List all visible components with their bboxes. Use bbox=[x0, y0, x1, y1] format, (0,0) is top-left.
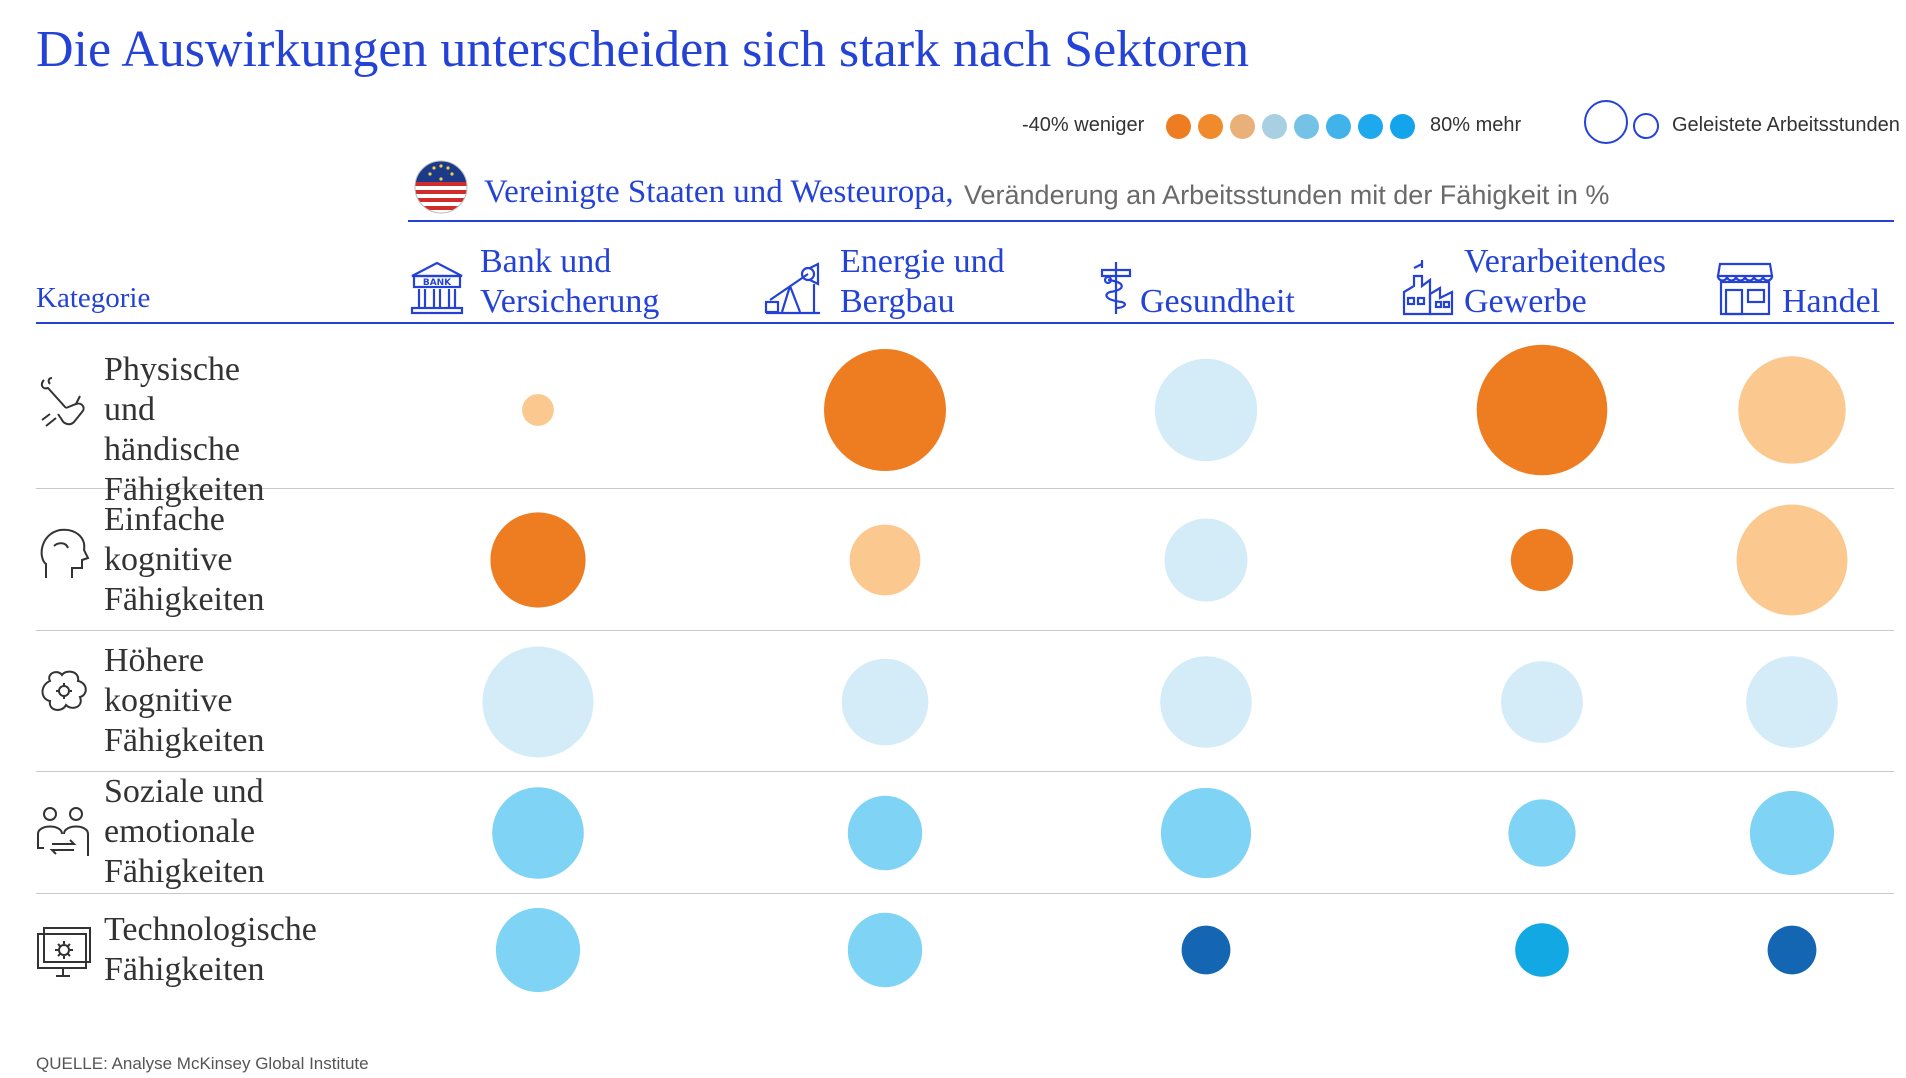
bubble-1-3 bbox=[1154, 358, 1258, 462]
legend-color-dot bbox=[1166, 114, 1191, 139]
sector-label: Gesundheit bbox=[1140, 283, 1295, 320]
bubble-4-2 bbox=[847, 795, 923, 871]
region-name: Vereinigte Staaten und Westeuropa, bbox=[484, 174, 954, 210]
oil-pump-icon bbox=[764, 262, 820, 315]
row-divider bbox=[36, 893, 1894, 894]
sector-label: Bank und Versicherung bbox=[480, 243, 660, 320]
bubble-4-5 bbox=[1749, 790, 1835, 876]
category-label: Einfache kognitive Fähigkeiten bbox=[104, 501, 265, 618]
legend-size-ring-small bbox=[1633, 113, 1659, 139]
region-header: Vereinigte Staaten und Westeuropa, Verän… bbox=[408, 158, 1894, 222]
tools-hand-icon bbox=[40, 377, 85, 427]
category-label: Höhere kognitive Fähigkeiten bbox=[104, 642, 265, 759]
category-label: Soziale und emotionale Fähigkeiten bbox=[104, 773, 265, 890]
bubble-5-4 bbox=[1515, 923, 1569, 977]
svg-text:BANK: BANK bbox=[423, 278, 452, 288]
category-label: Technologische Fähigkeiten bbox=[104, 911, 317, 988]
row-divider bbox=[36, 630, 1894, 631]
bubble-3-2 bbox=[841, 658, 929, 746]
row-divider bbox=[36, 771, 1894, 772]
bubble-2-1 bbox=[490, 512, 586, 608]
sector-label: Handel bbox=[1782, 283, 1881, 320]
sector-header-retail: Handel bbox=[1716, 238, 1894, 322]
bubble-4-3 bbox=[1160, 787, 1252, 879]
bubble-5-2 bbox=[847, 912, 923, 988]
sector-header-energy: Energie und Bergbau bbox=[764, 238, 1084, 322]
computer-gear-icon bbox=[37, 927, 91, 977]
bubble-3-3 bbox=[1160, 656, 1252, 748]
bubble-2-3 bbox=[1164, 518, 1248, 602]
bubble-2-5 bbox=[1736, 504, 1848, 616]
legend-color-dot bbox=[1230, 114, 1255, 139]
sector-label: Energie und Bergbau bbox=[840, 243, 1005, 320]
head-icon bbox=[40, 528, 90, 578]
sector-header-manufacturing: Verarbeitendes Gewerbe bbox=[1400, 238, 1740, 322]
bubble-3-1 bbox=[482, 646, 594, 758]
bubble-4-1 bbox=[492, 787, 584, 879]
legend-color-dot bbox=[1198, 114, 1223, 139]
legend-color-dot bbox=[1326, 114, 1351, 139]
bank-icon: BANK bbox=[410, 261, 464, 315]
bubble-3-5 bbox=[1746, 656, 1838, 748]
legend-color-dot bbox=[1294, 114, 1319, 139]
legend-high-label: 80% mehr bbox=[1430, 114, 1522, 136]
header-row: Kategorie BANK Bank und Versicherung Ene… bbox=[36, 238, 1894, 324]
people-exchange-icon bbox=[37, 807, 89, 856]
bubble-1-4 bbox=[1476, 344, 1608, 476]
brain-icon bbox=[41, 670, 87, 711]
region-description: Veränderung an Arbeitsstunden mit der Fä… bbox=[964, 180, 1610, 210]
legend-low-label: -40% weniger bbox=[1022, 114, 1145, 136]
bubble-1-1 bbox=[522, 394, 554, 426]
legend-size-ring-large bbox=[1584, 100, 1628, 144]
bubble-1-5 bbox=[1738, 356, 1846, 464]
factory-icon bbox=[1402, 260, 1454, 316]
sector-header-bank: BANK Bank und Versicherung bbox=[408, 238, 708, 322]
sector-label: Verarbeitendes Gewerbe bbox=[1464, 243, 1667, 320]
bubble-4-4 bbox=[1508, 799, 1576, 867]
row-divider bbox=[36, 488, 1894, 489]
legend-color-dot bbox=[1358, 114, 1383, 139]
category-label: Physische und händische Fähigkeiten bbox=[104, 351, 265, 508]
legend-color-dot bbox=[1390, 114, 1415, 139]
bubble-2-4 bbox=[1510, 528, 1574, 592]
bubble-3-4 bbox=[1501, 661, 1583, 743]
legend-color-dot bbox=[1262, 114, 1287, 139]
store-icon bbox=[1716, 262, 1774, 316]
legend: -40% weniger 80% mehr Geleistete Arbeits… bbox=[0, 100, 1906, 146]
bubble-5-3 bbox=[1181, 925, 1231, 975]
bubble-1-2 bbox=[824, 349, 946, 471]
bubble-5-5 bbox=[1767, 925, 1817, 975]
legend-size-label: Geleistete Arbeitsstunden bbox=[1672, 114, 1900, 136]
source-note: QUELLE: Analyse McKinsey Global Institut… bbox=[36, 1054, 369, 1073]
caduceus-icon bbox=[1100, 262, 1132, 314]
chart-title: Die Auswirkungen unterscheiden sich star… bbox=[36, 21, 1250, 78]
sector-header-health: Gesundheit bbox=[1096, 238, 1376, 322]
category-header: Kategorie bbox=[36, 282, 151, 314]
bubble-2-2 bbox=[849, 524, 921, 596]
us-eu-flag-icon bbox=[414, 160, 468, 214]
bubble-5-1 bbox=[495, 907, 581, 993]
